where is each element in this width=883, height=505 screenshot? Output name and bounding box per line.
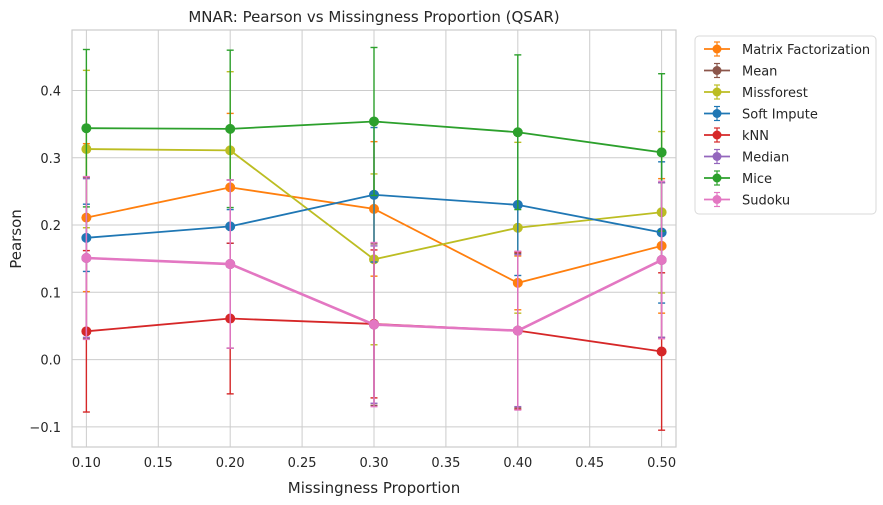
x-tick-label: 0.10	[72, 456, 101, 471]
data-point	[512, 325, 523, 336]
x-tick-label: 0.45	[575, 456, 604, 471]
y-tick-label: 0.0	[40, 354, 61, 369]
legend-marker	[712, 109, 722, 118]
data-point	[656, 346, 667, 357]
data-point	[369, 319, 379, 330]
legend-label: Mean	[742, 65, 777, 80]
plot-area: 0.10 0.15 0.20 0.25 0.30 0.35 0.40 0.45 0.50 −0.1…	[29, 29, 677, 471]
legend-label: Missforest	[742, 86, 808, 101]
y-tick-label: 0.3	[40, 152, 61, 167]
legend-label: Soft Impute	[742, 108, 818, 123]
data-point	[369, 116, 379, 127]
legend-label: Median	[742, 151, 789, 166]
legend-label: Matrix Factorization	[742, 43, 870, 58]
legend-item: Missforest	[704, 84, 808, 101]
legend-marker	[712, 173, 722, 183]
legend-marker	[712, 66, 722, 75]
series-sudoku	[81, 175, 667, 411]
legend: Matrix Factorization Mean Missforest Soft I…	[694, 35, 877, 215]
y-tick-label: 0.1	[40, 286, 61, 301]
legend-item: Soft Impute	[704, 105, 818, 123]
data-point	[656, 147, 667, 158]
y-axis-label: Pearson	[7, 209, 25, 269]
data-point	[512, 127, 523, 138]
legend-marker	[712, 195, 722, 204]
chart-title: MNAR: Pearson vs Missingness Proportion …	[188, 8, 559, 26]
legend-label: Sudoku	[742, 194, 790, 209]
legend-item: Matrix Factorization	[704, 41, 870, 58]
x-tick-label: 0.50	[647, 456, 676, 471]
data-point	[656, 255, 667, 266]
legend-marker	[712, 44, 722, 54]
data-point	[81, 253, 92, 264]
y-tick-label: 0.2	[40, 219, 61, 234]
x-tick-label: 0.25	[288, 456, 317, 471]
plot-frame	[71, 29, 677, 448]
x-tick-label: 0.30	[360, 456, 389, 471]
legend-marker	[712, 152, 722, 161]
legend-box	[694, 35, 877, 215]
legend-item: Mean	[704, 62, 777, 80]
data-point	[225, 259, 236, 270]
x-tick-label: 0.40	[503, 456, 532, 471]
legend-label: Mice	[742, 172, 772, 187]
legend-item: Mice	[704, 170, 772, 187]
legend-label: kNN	[742, 129, 769, 144]
legend-item: kNN	[704, 127, 769, 144]
x-tick-label: 0.15	[144, 456, 173, 471]
x-tick-label: 0.20	[216, 456, 245, 471]
legend-marker	[712, 87, 722, 97]
data-point	[225, 123, 236, 134]
legend-item: Sudoku	[704, 191, 790, 209]
legend-item: Median	[704, 148, 789, 166]
y-tick-label: 0.4	[40, 85, 61, 100]
x-tick-label: 0.35	[431, 456, 460, 471]
data-point	[81, 123, 92, 134]
legend-marker	[712, 130, 722, 140]
x-axis-label: Missingness Proportion	[288, 479, 460, 497]
y-tick-label: −0.1	[29, 421, 61, 436]
